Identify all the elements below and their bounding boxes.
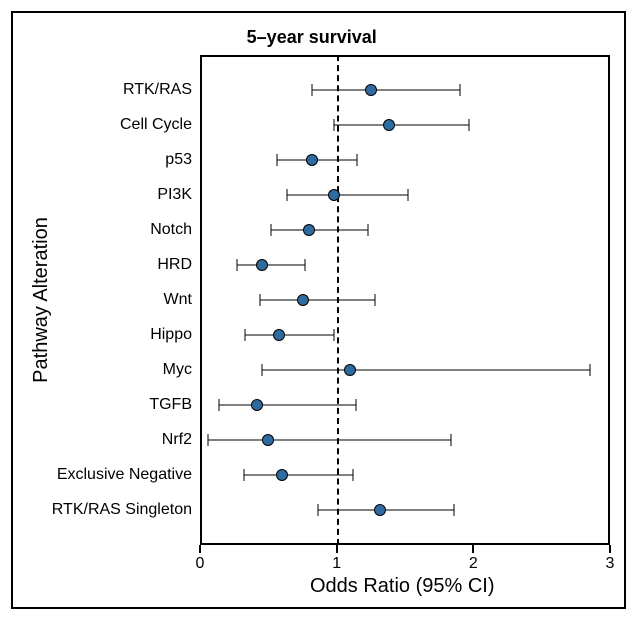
error-cap-lo	[317, 504, 318, 516]
error-bar	[219, 405, 356, 406]
y-tick-label: RTK/RAS Singleton	[52, 501, 192, 519]
y-tick-label: Nrf2	[162, 431, 192, 449]
x-axis-title: Odds Ratio (95% CI)	[310, 575, 495, 598]
forest-point	[306, 154, 318, 166]
y-axis-title: Pathway Alteration	[30, 200, 53, 400]
forest-point	[303, 224, 315, 236]
y-tick-label: Notch	[150, 221, 192, 239]
error-bar	[287, 195, 407, 196]
forest-point	[328, 189, 340, 201]
error-cap-lo	[261, 364, 262, 376]
error-cap-lo	[243, 469, 244, 481]
error-cap-hi	[357, 154, 358, 166]
error-cap-lo	[333, 119, 334, 131]
error-cap-hi	[459, 84, 460, 96]
error-bar	[237, 265, 305, 266]
error-cap-lo	[287, 189, 288, 201]
y-tick-label: TGFB	[149, 396, 192, 414]
y-tick-label: HRD	[157, 256, 192, 274]
chart-title: 5–year survival	[247, 27, 377, 48]
error-bar	[260, 300, 375, 301]
y-tick-label: Cell Cycle	[120, 116, 192, 134]
x-tick-label: 1	[332, 555, 341, 573]
forest-point	[251, 399, 263, 411]
error-bar	[208, 440, 451, 441]
forest-point	[256, 259, 268, 271]
error-cap-lo	[271, 224, 272, 236]
x-tick-label: 2	[469, 555, 478, 573]
error-cap-lo	[219, 399, 220, 411]
forest-point	[273, 329, 285, 341]
error-cap-lo	[236, 259, 237, 271]
error-cap-hi	[407, 189, 408, 201]
error-bar	[271, 230, 368, 231]
forest-point	[344, 364, 356, 376]
error-cap-lo	[260, 294, 261, 306]
y-tick-label: p53	[165, 151, 192, 169]
error-cap-lo	[208, 434, 209, 446]
y-tick-label: Hippo	[150, 326, 192, 344]
y-tick-label: Exclusive Negative	[57, 466, 192, 484]
error-bar	[334, 125, 469, 126]
error-cap-hi	[454, 504, 455, 516]
error-cap-hi	[589, 364, 590, 376]
error-cap-hi	[374, 294, 375, 306]
forest-point	[297, 294, 309, 306]
error-cap-hi	[305, 259, 306, 271]
y-tick-label: PI3K	[157, 186, 192, 204]
error-bar	[244, 475, 353, 476]
y-tick-label: RTK/RAS	[123, 81, 192, 99]
error-cap-lo	[276, 154, 277, 166]
forest-point	[365, 84, 377, 96]
error-cap-hi	[355, 399, 356, 411]
y-tick-label: Wnt	[164, 291, 192, 309]
error-cap-hi	[353, 469, 354, 481]
error-cap-lo	[245, 329, 246, 341]
forest-point	[276, 469, 288, 481]
error-cap-hi	[469, 119, 470, 131]
error-cap-hi	[333, 329, 334, 341]
error-cap-hi	[451, 434, 452, 446]
forest-point	[374, 504, 386, 516]
y-tick-label: Myc	[163, 361, 192, 379]
forest-point	[383, 119, 395, 131]
x-tick-mark	[199, 545, 201, 553]
error-bar	[262, 370, 590, 371]
x-tick-mark	[472, 545, 474, 553]
x-tick-mark	[609, 545, 611, 553]
x-tick-mark	[336, 545, 338, 553]
error-cap-lo	[312, 84, 313, 96]
error-bar	[245, 335, 334, 336]
error-cap-hi	[368, 224, 369, 236]
forest-point	[262, 434, 274, 446]
x-tick-label: 0	[196, 555, 205, 573]
error-bar	[312, 90, 460, 91]
x-tick-label: 3	[606, 555, 615, 573]
